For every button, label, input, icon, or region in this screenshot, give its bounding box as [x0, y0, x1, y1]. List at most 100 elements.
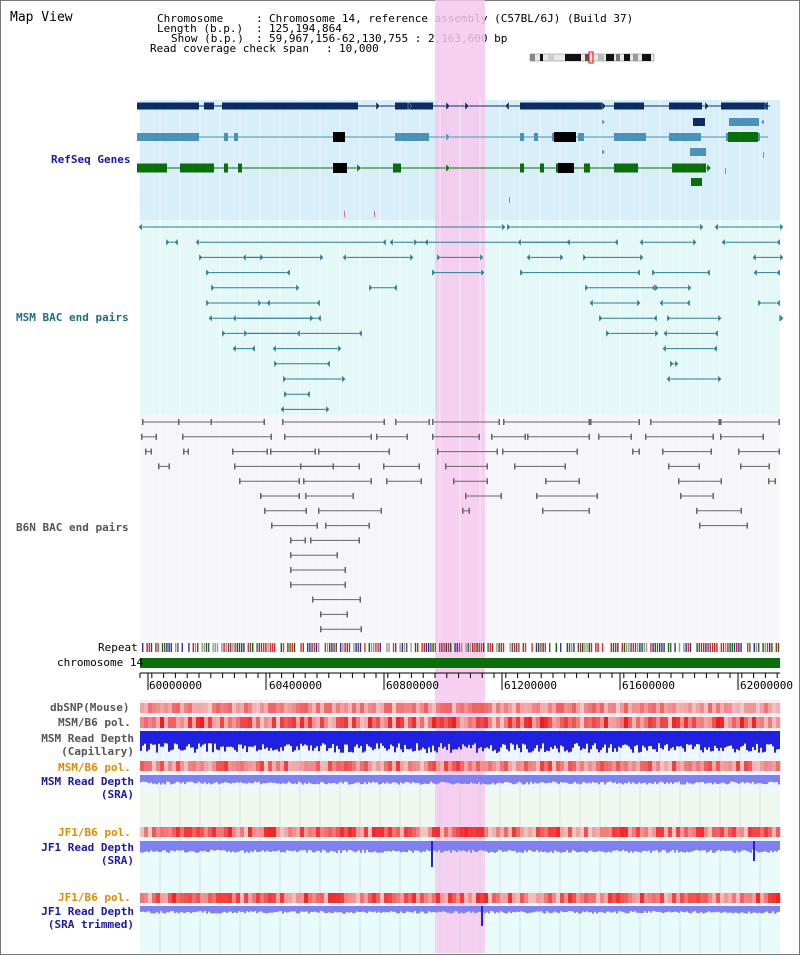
msm-capillary-depth	[422, 731, 424, 748]
gene-exon	[333, 132, 345, 142]
b6n-bac-end	[314, 448, 316, 455]
jf1-trim-depth	[506, 906, 508, 914]
msm-capillary-depth	[544, 731, 546, 753]
jf1-sra-depth	[308, 841, 310, 851]
b6n-bac-end	[542, 507, 544, 514]
jf1-trim-depth	[666, 906, 668, 913]
b6n-bac-end	[182, 433, 184, 440]
dbsnp-strip	[692, 703, 697, 713]
jf1-sra-depth	[300, 841, 302, 851]
msm-sra-depth	[180, 775, 182, 784]
jf1-pol-strip	[356, 827, 361, 837]
jf1-trim-depth	[474, 906, 476, 914]
msm-pol-sra-strip	[688, 761, 693, 771]
msm-sra-depth	[326, 775, 328, 785]
b6n-bac-end	[740, 507, 742, 514]
msm-pol-sra-strip	[596, 761, 601, 771]
msm-capillary-depth	[474, 731, 476, 744]
jf1-trim-depth	[696, 906, 698, 913]
msm-capillary-depth	[214, 731, 216, 744]
msm-capillary-depth	[600, 731, 602, 751]
b6n-bac-end	[768, 463, 770, 470]
repeat-mark	[315, 643, 318, 652]
jf1-pol-strip	[656, 827, 661, 837]
msm-sra-depth	[752, 775, 754, 782]
msm-sra-depth	[272, 775, 274, 783]
gene-exon	[558, 163, 574, 173]
msm-capillary-depth	[454, 731, 456, 750]
jf1-sra-depth	[654, 841, 656, 851]
jf1-trim-depth	[298, 906, 300, 914]
jf1-trim-depth	[354, 906, 356, 913]
msm-pol-strip	[752, 717, 757, 728]
jf1-pol-strip	[576, 827, 581, 837]
jf1-pol-trim-strip	[632, 893, 637, 903]
msm-sra-depth	[360, 775, 362, 785]
repeat-mark	[637, 643, 639, 652]
strand-marker	[375, 101, 381, 111]
msm-capillary-depth	[700, 731, 702, 751]
b6n-bac-end	[645, 433, 647, 440]
repeat-mark	[491, 643, 494, 652]
jf1-trim-depth	[148, 906, 150, 912]
repeat-mark	[663, 643, 665, 652]
jf1-pol-strip	[196, 827, 201, 837]
msm-sra-depth	[166, 775, 168, 782]
msm-capillary-depth	[258, 731, 260, 750]
msm-capillary-depth	[566, 731, 568, 751]
strand-marker	[464, 101, 470, 111]
b6n-bac-end	[318, 507, 320, 514]
jf1-sra-depth	[394, 841, 396, 851]
jf1-sra-depth	[408, 841, 410, 851]
jf1-sra-depth	[486, 841, 488, 852]
msm-pol-strip	[340, 717, 345, 728]
b6n-bac-end	[168, 463, 170, 470]
jf1-pol-trim-strip	[652, 893, 657, 903]
gene-exon	[534, 133, 538, 141]
jf1-sra-depth	[628, 841, 630, 853]
jf1-pol-trim-strip	[608, 893, 613, 903]
length-sep: :	[256, 22, 263, 35]
dbsnp-strip	[512, 703, 517, 713]
jf1-trim-depth	[244, 906, 246, 914]
jf1-pol-trim-strip	[596, 893, 601, 903]
jf1-pol-trim-strip	[388, 893, 393, 903]
jf1-sra-depth	[528, 841, 530, 851]
jf1-pol-strip	[532, 827, 537, 837]
msm-capillary-depth	[220, 731, 222, 747]
msm-capillary-depth	[416, 731, 418, 744]
repeat-mark	[661, 643, 663, 652]
msm-sra-depth	[538, 775, 540, 784]
jf1-trim-depth	[592, 906, 594, 914]
jf1-trim-depth	[594, 906, 596, 912]
msm-bac-end	[382, 238, 387, 247]
gene-exon	[672, 163, 706, 173]
jf1-trim-depth	[472, 906, 474, 912]
jf1-pol-strip	[704, 827, 709, 837]
msm-sra-depth	[212, 775, 214, 784]
jf1-pol-trim-strip	[612, 893, 617, 903]
jf1-sra-depth	[402, 841, 404, 852]
jf1-sra-depth	[422, 841, 424, 852]
dbsnp-strip	[192, 703, 197, 713]
jf1-sra-depth	[484, 841, 486, 851]
jf1-pol-trim-strip	[400, 893, 405, 903]
jf1-sra-depth	[556, 841, 558, 852]
msm-capillary-depth	[450, 731, 452, 753]
msm-pol-sra-strip	[728, 761, 733, 771]
jf1-trim-depth	[532, 906, 534, 913]
jf1-pol-strip	[672, 827, 677, 837]
jf1-trim-depth	[548, 906, 550, 913]
jf1-trim-depth	[186, 906, 188, 912]
length-key: Length (b.p.)	[157, 22, 244, 35]
jf1-pol-strip	[180, 827, 185, 837]
jf1-sra-depth	[608, 841, 610, 852]
msm-capillary-depth	[608, 731, 610, 748]
jf1-sra-depth	[176, 841, 178, 851]
msm-pol-sra-strip	[448, 761, 453, 771]
msm-sra-depth	[616, 775, 618, 784]
msm-sra-depth	[580, 775, 582, 785]
msm-sra-depth	[234, 775, 236, 784]
msm-pol-sra-strip	[308, 761, 313, 771]
